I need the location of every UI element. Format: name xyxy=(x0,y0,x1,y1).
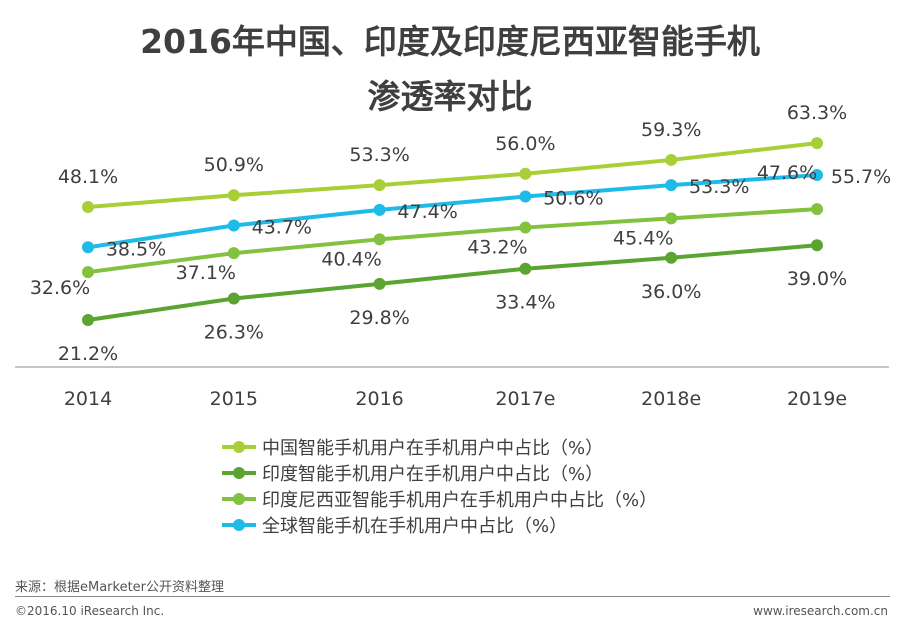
data-point xyxy=(227,189,240,202)
data-label: 33.4% xyxy=(495,292,555,314)
data-label: 43.7% xyxy=(252,216,312,238)
data-point xyxy=(373,233,386,246)
legend-item: 中国智能手机用户在手机用户中占比（%） xyxy=(222,438,603,459)
data-point xyxy=(665,179,678,192)
data-point xyxy=(373,179,386,192)
legend-item: 印度智能手机用户在手机用户中占比（%） xyxy=(222,464,603,485)
data-point xyxy=(811,137,823,150)
data-point xyxy=(227,247,240,260)
data-label: 43.2% xyxy=(467,237,527,259)
data-point xyxy=(811,203,823,216)
x-tick-label: 2014 xyxy=(64,388,112,410)
data-point xyxy=(665,212,678,225)
data-point xyxy=(82,241,94,254)
data-label: 37.1% xyxy=(176,262,236,284)
copyright-text: ©2016.10 iResearch Inc. xyxy=(15,604,165,618)
data-point xyxy=(811,169,823,182)
chart-title-line2: 渗透率对比 xyxy=(367,77,533,116)
legend-item: 全球智能手机在手机用户中占比（%） xyxy=(222,516,567,537)
data-label: 59.3% xyxy=(641,119,701,141)
data-point xyxy=(811,239,823,252)
data-label: 47.6% xyxy=(757,162,817,184)
x-tick-label: 2015 xyxy=(210,388,258,410)
data-point xyxy=(82,200,94,213)
data-point xyxy=(519,167,532,180)
x-tick-label: 2019e xyxy=(787,388,847,410)
data-point xyxy=(665,153,678,166)
chart-title-line1: 2016年中国、印度及印度尼西亚智能手机 xyxy=(140,22,760,61)
legend-label: 印度智能手机用户在手机用户中占比（%） xyxy=(262,464,603,485)
data-label: 32.6% xyxy=(30,277,90,299)
data-label: 29.8% xyxy=(349,307,409,329)
data-label: 50.9% xyxy=(204,154,264,176)
data-point xyxy=(665,251,678,264)
x-tick-label: 2016 xyxy=(355,388,403,410)
x-tick-label: 2018e xyxy=(641,388,701,410)
data-label: 63.3% xyxy=(787,102,847,124)
series-line-3 xyxy=(87,173,818,250)
data-point xyxy=(227,219,240,232)
data-label: 40.4% xyxy=(321,248,381,270)
data-point xyxy=(519,262,532,275)
data-label: 53.3% xyxy=(349,144,409,166)
data-point xyxy=(373,277,386,290)
data-label: 53.3% xyxy=(689,176,749,198)
line-chart: 48.1% 50.9% 53.3% 56.0% 59.3% 63.3% 21.2% 26.3%… xyxy=(15,102,891,537)
data-label: 48.1% xyxy=(58,166,118,188)
data-point xyxy=(82,266,94,279)
data-point xyxy=(82,313,94,326)
data-label: 38.5% xyxy=(106,238,166,260)
data-label: 55.7% xyxy=(831,166,891,188)
data-point xyxy=(227,292,240,305)
series-line-1 xyxy=(87,243,818,322)
data-point xyxy=(373,203,386,216)
chart-title: 2016年中国、印度及印度尼西亚智能手机 渗透率对比 xyxy=(0,14,900,124)
legend-label: 全球智能手机在手机用户中占比（%） xyxy=(262,516,567,537)
data-label: 47.4% xyxy=(397,201,457,223)
data-label: 39.0% xyxy=(787,268,847,290)
data-label: 21.2% xyxy=(58,343,118,365)
website-link[interactable]: www.iresearch.com.cn xyxy=(753,604,888,618)
footer-divider xyxy=(15,596,890,597)
legend-swatch-marker xyxy=(233,467,245,479)
data-label: 50.6% xyxy=(543,187,603,209)
x-tick-label: 2017e xyxy=(495,388,555,410)
data-label: 56.0% xyxy=(495,133,555,155)
legend-label: 印度尼西亚智能手机用户在手机用户中占比（%） xyxy=(262,490,657,511)
data-point xyxy=(519,190,532,203)
legend-label: 中国智能手机用户在手机用户中占比（%） xyxy=(262,438,603,459)
legend-swatch-marker xyxy=(233,493,245,505)
data-label: 26.3% xyxy=(204,322,264,344)
source-note: 来源：根据eMarketer公开资料整理 xyxy=(15,580,225,595)
data-label: 36.0% xyxy=(641,281,701,303)
series-line-0 xyxy=(87,141,818,209)
data-label: 45.4% xyxy=(613,227,673,249)
legend-swatch-marker xyxy=(233,519,245,531)
series-line-2 xyxy=(87,207,818,275)
legend-swatch-marker xyxy=(233,441,245,453)
legend-item: 印度尼西亚智能手机用户在手机用户中占比（%） xyxy=(222,490,657,511)
data-point xyxy=(519,221,532,234)
